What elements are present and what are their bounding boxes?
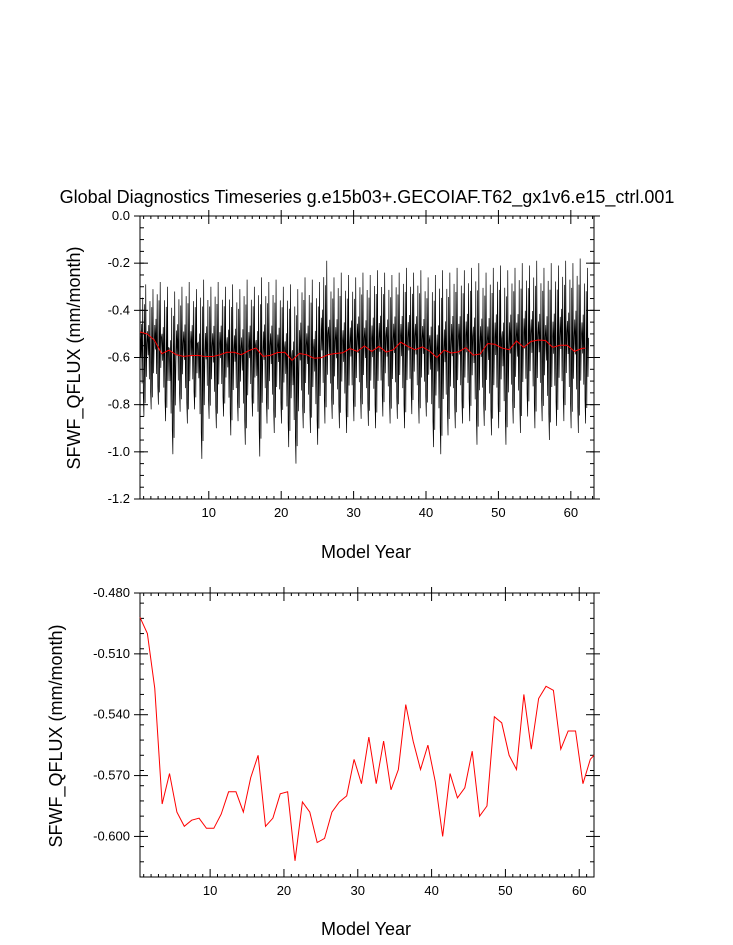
x-tick-label: 40 bbox=[419, 505, 433, 520]
y-tick-label: -0.480 bbox=[93, 585, 130, 600]
y-tick-label: -0.600 bbox=[93, 828, 130, 843]
series-annual-mean-line bbox=[139, 617, 595, 861]
y-tick-label: -0.2 bbox=[108, 255, 130, 270]
x-tick-label: 40 bbox=[424, 883, 438, 898]
bottom-chart: 10 20 30 40 50 60 -0.480 -0.510 -0.540 -0.570 -0.6… bbox=[93, 585, 600, 898]
top-y-axis-title: SFWF_QFLUX (mm/month) bbox=[64, 246, 85, 469]
y-tick-label: -0.6 bbox=[108, 350, 130, 365]
top-chart-title: Global Diagnostics Timeseries g.e15b03+.… bbox=[60, 187, 675, 208]
x-tick-label: 50 bbox=[498, 883, 512, 898]
x-tick-label: 20 bbox=[274, 505, 288, 520]
bottom-x-axis-title: Model Year bbox=[321, 919, 411, 939]
y-tick-label: -0.4 bbox=[108, 302, 130, 317]
y-tick-label: -0.510 bbox=[93, 646, 130, 661]
y-tick-label: -1.2 bbox=[108, 491, 130, 506]
series-annual-mean-line bbox=[139, 331, 586, 362]
series-monthly-line bbox=[139, 258, 589, 464]
x-tick-label: 50 bbox=[491, 505, 505, 520]
plot-frame bbox=[139, 592, 595, 878]
y-tick-label: -0.570 bbox=[93, 768, 130, 783]
x-tick-label: 10 bbox=[203, 883, 217, 898]
y-tick-label: -0.8 bbox=[108, 397, 130, 412]
x-tick-label: 60 bbox=[564, 505, 578, 520]
x-tick-label: 30 bbox=[351, 883, 365, 898]
x-tick-label: 30 bbox=[346, 505, 360, 520]
bottom-y-axis-title: SFWF_QFLUX (mm/month) bbox=[46, 624, 67, 847]
top-chart: 10 20 30 40 50 60 0.0 -0.2 -0.4 -0.6 -0.8 -1.0 -1.2 bbox=[108, 208, 600, 520]
x-tick-label: 10 bbox=[202, 505, 216, 520]
x-tick-label: 20 bbox=[277, 883, 291, 898]
x-tick-label: 60 bbox=[572, 883, 586, 898]
top-x-axis-title: Model Year bbox=[321, 542, 411, 562]
y-tick-label: -0.540 bbox=[93, 707, 130, 722]
y-tick-label: 0.0 bbox=[112, 208, 130, 223]
y-tick-label: -1.0 bbox=[108, 444, 130, 459]
